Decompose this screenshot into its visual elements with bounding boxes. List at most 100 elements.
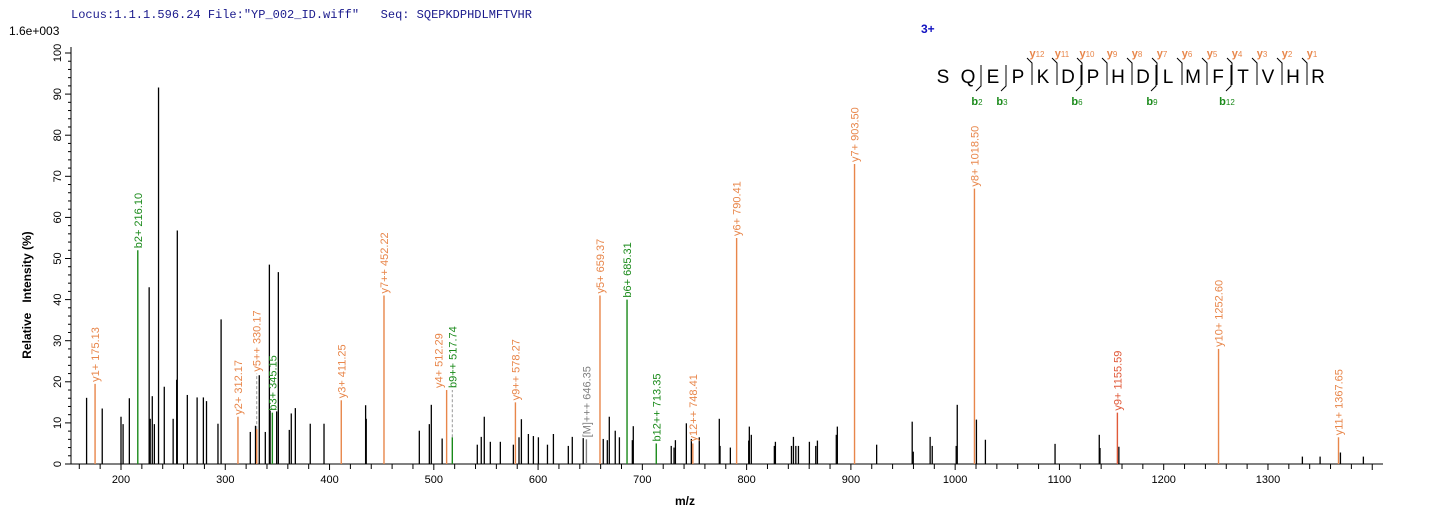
- x-tick-label: 800: [737, 474, 755, 486]
- residue: L: [1163, 67, 1174, 88]
- b-ion-label: b6: [1071, 96, 1083, 108]
- residue: V: [1262, 67, 1275, 88]
- peak-label: y11+ 1367.65: [1334, 369, 1346, 435]
- residue: H: [1286, 67, 1300, 88]
- y-ion-letter: y: [1232, 48, 1239, 60]
- y-ion-bracket: [1026, 57, 1033, 85]
- peak-label: y10+ 1252.60: [1214, 280, 1226, 347]
- y-ion-bracket: [1076, 57, 1083, 85]
- y-ion-number: 5: [1213, 50, 1218, 59]
- y-tick-label: 40: [52, 293, 64, 305]
- sequence-text: Seq: SQEPKDPHDLMFTVHR: [380, 8, 532, 22]
- b-ion-number: 6: [1078, 98, 1083, 107]
- y-ion-letter: y: [1107, 48, 1114, 60]
- y-ion-label: y8: [1132, 48, 1143, 60]
- b-ion-number: 12: [1226, 98, 1235, 107]
- peak-label: b9++ 517.74: [447, 326, 459, 388]
- x-tick-label: 1200: [1151, 474, 1175, 486]
- file-text: File:"YP_002_ID.wiff": [207, 8, 360, 22]
- b-ion-bracket: [1000, 65, 1007, 92]
- y-ion-label: y10: [1079, 48, 1095, 60]
- y-ion-number: 2: [1288, 50, 1293, 59]
- b-ion-letter: b: [971, 96, 978, 108]
- x-tick-label: 1100: [1048, 474, 1072, 486]
- y-ion-bracket: [1301, 57, 1308, 85]
- peak-label: y7++ 452.22: [379, 232, 391, 293]
- b-ion-letter: b: [996, 96, 1003, 108]
- y-ion-letter: y: [1282, 48, 1289, 60]
- peak-label: b12++ 713.35: [651, 374, 663, 442]
- peak-label: y3+ 411.25: [336, 344, 348, 398]
- b-ion-letter: b: [1219, 96, 1226, 108]
- y-ion-number: 10: [1086, 50, 1095, 59]
- y-ion-letter: y: [1079, 48, 1086, 60]
- residue: P: [1087, 67, 1100, 88]
- y-ion-label: y12: [1029, 48, 1045, 60]
- residue: P: [1012, 67, 1025, 88]
- residue: S: [937, 67, 950, 88]
- peaks: y1+ 175.13 b2+ 216.10 y2+ 312.17 y5++ 330.1…: [85, 87, 1365, 464]
- y-ion-letter: y: [1182, 48, 1189, 60]
- peak-label: y9++ 578.27: [510, 339, 522, 400]
- x-tick-label: 1000: [943, 474, 967, 486]
- y-ion-label: y5: [1207, 48, 1218, 60]
- b-ion-bracket: [1225, 65, 1232, 92]
- y-ion-label: y2: [1282, 48, 1293, 60]
- y-ion-bracket: [1251, 57, 1258, 85]
- x-tick-label: 900: [842, 474, 860, 486]
- peak-label: b3+ 345.15: [267, 355, 279, 410]
- b-ion-number: 3: [1003, 98, 1008, 107]
- locus-text: Locus:1.1.1.596.24: [71, 8, 201, 22]
- y-ion-number: 9: [1113, 50, 1118, 59]
- x-tick-label: 600: [529, 474, 547, 486]
- b-ion-label: b2: [971, 96, 983, 108]
- charge-state: 3+: [921, 22, 935, 36]
- x-tick-label: 1300: [1256, 474, 1280, 486]
- peak-label: y7+ 903.50: [850, 107, 862, 162]
- y-ion-letter: y: [1132, 48, 1139, 60]
- y-ion-letter: y: [1055, 48, 1062, 60]
- b-ion-letter: b: [1071, 96, 1078, 108]
- peak-label: y9+ 1155.59: [1112, 351, 1124, 411]
- y-ion-bracket: [1151, 57, 1158, 85]
- residue: M: [1185, 67, 1201, 88]
- y-ion-label: y9: [1107, 48, 1118, 60]
- y-ion-bracket: [1101, 57, 1108, 85]
- y-ion-bracket: [1276, 57, 1283, 85]
- peak-label: y12++ 748.41: [688, 374, 700, 441]
- peak-label: y4+ 512.29: [434, 333, 446, 388]
- residue: H: [1111, 67, 1125, 88]
- y-tick-label: 90: [52, 88, 64, 100]
- y-ion-label: y3: [1257, 48, 1268, 60]
- y-tick-label: 100: [52, 44, 64, 62]
- residue: D: [1061, 67, 1075, 88]
- y-axis-label: Relative Intensity (%): [20, 231, 34, 358]
- y-tick-label: 20: [52, 376, 64, 388]
- y-ion-bracket: [1226, 57, 1233, 85]
- peak-label: [M]+++ 646.35: [581, 366, 593, 437]
- y-ion-label: y4: [1232, 48, 1243, 60]
- intensity-scale-label: 1.6e+003: [9, 24, 60, 38]
- b-ion-number: 9: [1153, 98, 1158, 107]
- x-tick-label: 300: [216, 474, 234, 486]
- y-ion-label: y6: [1182, 48, 1193, 60]
- y-ion-bracket: [1126, 57, 1133, 85]
- y-ion-number: 11: [1061, 50, 1070, 59]
- y-ion-bracket: [1051, 57, 1058, 85]
- y-ion-letter: y: [1029, 48, 1036, 60]
- peak-label: y2+ 312.17: [233, 360, 245, 415]
- residue: R: [1311, 67, 1325, 88]
- y-ion-number: 8: [1138, 50, 1143, 59]
- peak-label: y6+ 790.41: [732, 181, 744, 236]
- b-ion-label: b3: [996, 96, 1008, 108]
- y-ion-letter: y: [1307, 48, 1314, 60]
- x-tick-label: 200: [112, 474, 130, 486]
- residue: E: [987, 67, 1000, 88]
- residue: F: [1212, 67, 1224, 88]
- peak-label: y5++ 330.17: [252, 310, 264, 371]
- y-ion-label: y11: [1055, 48, 1070, 60]
- y-tick-label: 50: [52, 252, 64, 264]
- y-ion-bracket: [1176, 57, 1183, 85]
